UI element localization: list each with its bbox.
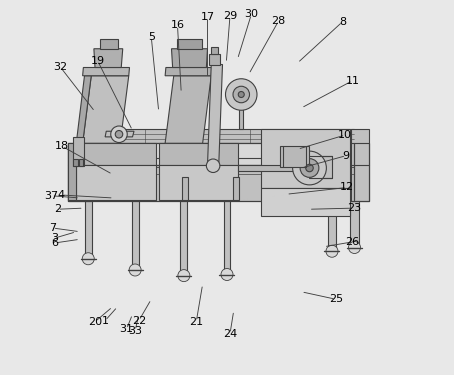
- Polygon shape: [165, 68, 212, 76]
- Text: 10: 10: [338, 130, 352, 140]
- Text: 9: 9: [343, 151, 350, 160]
- Bar: [85, 201, 92, 259]
- Polygon shape: [73, 137, 84, 166]
- Circle shape: [306, 164, 313, 172]
- Text: 5: 5: [148, 32, 155, 42]
- Text: 11: 11: [345, 76, 360, 86]
- Bar: [310, 156, 332, 178]
- Text: 6: 6: [51, 238, 58, 248]
- Circle shape: [233, 86, 250, 103]
- Polygon shape: [261, 129, 350, 188]
- Text: 32: 32: [53, 62, 67, 72]
- Circle shape: [178, 270, 190, 282]
- Circle shape: [300, 159, 319, 177]
- Bar: [211, 47, 218, 54]
- Text: 20: 20: [88, 317, 102, 327]
- Polygon shape: [238, 165, 310, 171]
- Text: 4: 4: [58, 190, 65, 200]
- Bar: [209, 54, 220, 64]
- Polygon shape: [76, 76, 91, 143]
- Circle shape: [129, 264, 141, 276]
- Text: 22: 22: [132, 316, 146, 326]
- Polygon shape: [98, 129, 355, 143]
- Circle shape: [115, 130, 123, 138]
- Polygon shape: [76, 165, 156, 200]
- Polygon shape: [83, 68, 129, 76]
- Text: 30: 30: [244, 9, 258, 19]
- Circle shape: [82, 253, 94, 265]
- Circle shape: [207, 159, 220, 172]
- Bar: [132, 201, 138, 270]
- Circle shape: [326, 245, 338, 257]
- Bar: [181, 201, 187, 276]
- Circle shape: [221, 268, 233, 280]
- Polygon shape: [280, 146, 310, 167]
- Text: 37: 37: [44, 191, 59, 201]
- Polygon shape: [105, 131, 134, 137]
- Bar: [350, 201, 359, 248]
- Polygon shape: [68, 143, 370, 165]
- Polygon shape: [207, 64, 222, 165]
- Bar: [224, 201, 230, 274]
- Bar: [239, 88, 243, 94]
- Polygon shape: [94, 49, 123, 68]
- Text: 16: 16: [171, 21, 184, 30]
- Polygon shape: [76, 143, 156, 165]
- Bar: [239, 94, 243, 129]
- Circle shape: [111, 126, 127, 142]
- Text: 3: 3: [51, 233, 58, 243]
- Text: 25: 25: [329, 294, 343, 304]
- Text: 8: 8: [339, 17, 346, 27]
- Text: 18: 18: [55, 141, 69, 151]
- Text: 7: 7: [49, 223, 56, 233]
- Polygon shape: [68, 143, 76, 200]
- Circle shape: [349, 242, 360, 254]
- Bar: [351, 129, 370, 201]
- Circle shape: [293, 151, 326, 185]
- Bar: [233, 177, 239, 200]
- Text: 28: 28: [271, 16, 286, 26]
- Text: 26: 26: [345, 237, 360, 247]
- Circle shape: [238, 92, 244, 98]
- Bar: [99, 39, 118, 49]
- Polygon shape: [165, 76, 211, 143]
- Text: 1: 1: [102, 316, 109, 326]
- Bar: [328, 201, 336, 251]
- Text: 2: 2: [54, 204, 61, 214]
- Text: 31: 31: [119, 324, 133, 334]
- Polygon shape: [172, 49, 207, 68]
- Polygon shape: [159, 165, 238, 200]
- Text: 21: 21: [189, 317, 203, 327]
- Polygon shape: [159, 143, 238, 165]
- Polygon shape: [83, 76, 129, 143]
- Text: 17: 17: [200, 12, 215, 22]
- Polygon shape: [261, 188, 350, 216]
- Polygon shape: [68, 165, 370, 201]
- Text: 12: 12: [340, 183, 354, 192]
- Bar: [68, 142, 90, 201]
- Text: 19: 19: [90, 56, 105, 66]
- Text: 29: 29: [223, 11, 237, 21]
- Circle shape: [226, 79, 257, 110]
- Bar: [73, 159, 78, 166]
- Text: 23: 23: [347, 203, 361, 213]
- Text: 33: 33: [128, 326, 142, 336]
- Bar: [178, 39, 202, 49]
- Bar: [182, 177, 188, 200]
- Text: 24: 24: [223, 329, 237, 339]
- Bar: [79, 159, 84, 166]
- Polygon shape: [98, 143, 355, 158]
